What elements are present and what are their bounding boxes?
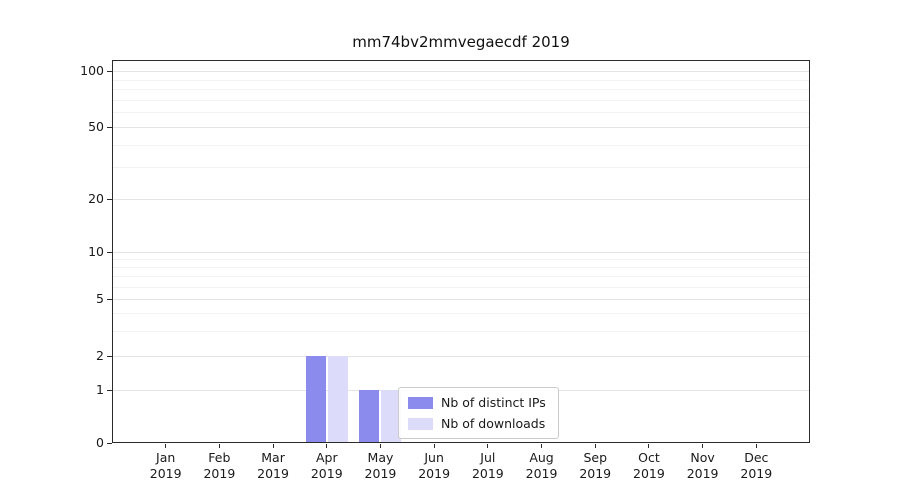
x-tick-label: Jun 2019 xyxy=(404,450,464,482)
y-tick-label: 20 xyxy=(88,191,104,206)
x-tick-month: Jan xyxy=(156,450,176,465)
x-tick-mark xyxy=(165,444,167,448)
x-tick-label: Aug 2019 xyxy=(512,450,572,482)
x-tick-mark xyxy=(541,444,543,448)
minor-gridline xyxy=(112,312,810,314)
major-gridline xyxy=(112,199,810,200)
minor-gridline xyxy=(112,112,810,114)
x-tick-mark xyxy=(702,444,704,448)
y-tick-label: 50 xyxy=(88,119,104,134)
y-tick-label: 5 xyxy=(96,291,104,306)
x-tick-month: Mar xyxy=(261,450,285,465)
x-tick-month: Sep xyxy=(583,450,607,465)
x-tick-label: Dec 2019 xyxy=(726,450,786,482)
x-tick-label: Nov 2019 xyxy=(673,450,733,482)
y-tick-label: 100 xyxy=(80,63,104,78)
x-tick-month: Oct xyxy=(638,450,660,465)
y-tick-label: 0 xyxy=(96,435,104,450)
minor-gridline xyxy=(112,267,810,269)
x-tick-month: May xyxy=(367,450,394,465)
major-gridline xyxy=(112,252,810,253)
bar-distinct-ips xyxy=(305,356,326,443)
y-tick-label: 2 xyxy=(96,348,104,363)
legend-label-downloads: Nb of downloads xyxy=(441,416,546,431)
x-tick-label: Jul 2019 xyxy=(458,450,518,482)
x-tick-month: Feb xyxy=(208,450,231,465)
x-tick-year: 2019 xyxy=(471,466,504,481)
legend-item-downloads: Nb of downloads xyxy=(408,416,546,431)
legend-label-distinct-ips: Nb of distinct IPs xyxy=(441,395,546,410)
x-tick-label: Mar 2019 xyxy=(243,450,303,482)
plot-area: Nb of distinct IPs Nb of downloads xyxy=(112,60,810,443)
minor-gridline xyxy=(112,276,810,278)
y-tick-mark xyxy=(107,199,112,200)
x-tick-month: Jun xyxy=(424,450,444,465)
x-tick-month: Apr xyxy=(315,450,338,465)
y-tick-mark xyxy=(107,71,112,72)
bar-downloads xyxy=(327,356,348,443)
major-gridline xyxy=(112,356,810,357)
x-tick-year: 2019 xyxy=(686,466,719,481)
x-tick-year: 2019 xyxy=(364,466,397,481)
minor-gridline xyxy=(112,79,810,81)
y-tick-mark xyxy=(107,299,112,300)
y-tick-mark xyxy=(107,127,112,128)
x-tick-mark xyxy=(648,444,650,448)
x-tick-mark xyxy=(218,444,220,448)
y-tick-label: 1 xyxy=(96,382,104,397)
x-tick-label: Oct 2019 xyxy=(619,450,679,482)
y-tick-mark xyxy=(107,356,112,357)
minor-gridline xyxy=(112,144,810,146)
bar-distinct-ips xyxy=(359,390,380,443)
x-tick-year: 2019 xyxy=(633,466,665,481)
x-tick-label: Apr 2019 xyxy=(297,450,357,482)
minor-gridline xyxy=(112,89,810,91)
x-tick-year: 2019 xyxy=(310,466,343,481)
x-tick-mark xyxy=(379,444,381,448)
chart-title: mm74bv2mmvegaecdf 2019 xyxy=(352,33,570,51)
x-tick-month: Nov xyxy=(690,450,715,465)
x-tick-label: May 2019 xyxy=(350,450,410,482)
x-tick-label: Jan 2019 xyxy=(136,450,196,482)
minor-gridline xyxy=(112,99,810,101)
legend: Nb of distinct IPs Nb of downloads xyxy=(398,387,559,439)
major-gridline xyxy=(112,299,810,300)
y-tick-label: 10 xyxy=(88,244,104,259)
x-tick-month: Dec xyxy=(744,450,769,465)
x-tick-label: Sep 2019 xyxy=(565,450,625,482)
y-tick-mark xyxy=(107,252,112,253)
y-tick-mark xyxy=(107,390,112,391)
x-tick-label: Feb 2019 xyxy=(189,450,249,482)
x-tick-year: 2019 xyxy=(740,466,773,481)
x-tick-mark xyxy=(272,444,274,448)
legend-item-distinct-ips: Nb of distinct IPs xyxy=(408,395,546,410)
x-tick-mark xyxy=(326,444,328,448)
x-tick-year: 2019 xyxy=(579,466,612,481)
minor-gridline xyxy=(112,259,810,261)
minor-gridline xyxy=(112,330,810,332)
legend-swatch-downloads xyxy=(408,417,433,430)
x-tick-year: 2019 xyxy=(203,466,236,481)
x-tick-year: 2019 xyxy=(525,466,558,481)
x-tick-mark xyxy=(594,444,596,448)
x-tick-year: 2019 xyxy=(149,466,182,481)
x-tick-year: 2019 xyxy=(257,466,289,481)
major-gridline xyxy=(112,71,810,72)
minor-gridline xyxy=(112,167,810,169)
legend-swatch-distinct-ips xyxy=(408,396,433,409)
x-tick-mark xyxy=(433,444,435,448)
x-tick-mark xyxy=(755,444,757,448)
x-tick-year: 2019 xyxy=(418,466,451,481)
major-gridline xyxy=(112,127,810,128)
bar-downloads xyxy=(381,390,402,443)
x-tick-mark xyxy=(487,444,489,448)
x-tick-month: Jul xyxy=(480,450,496,465)
x-tick-month: Aug xyxy=(529,450,554,465)
y-tick-mark xyxy=(107,443,112,444)
minor-gridline xyxy=(112,286,810,288)
